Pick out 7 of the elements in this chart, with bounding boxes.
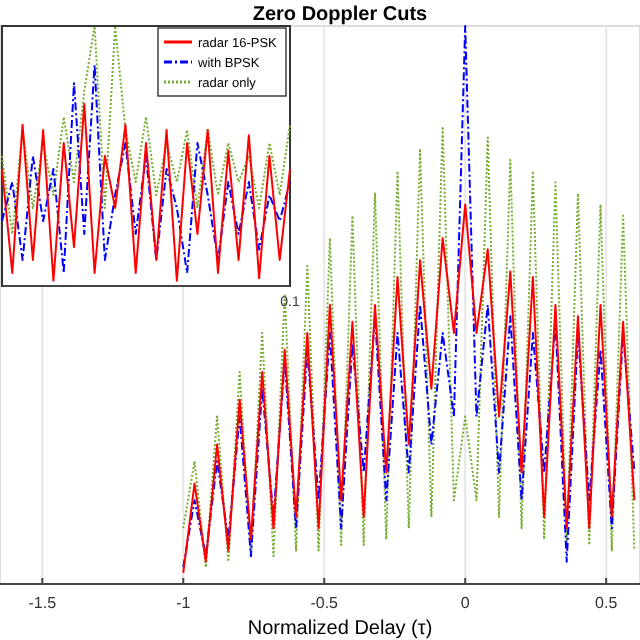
x-tick-label: 0.5 [595,594,619,612]
x-tick-label: -1 [176,594,192,612]
x-axis-title: Normalized Delay (τ) [247,618,433,640]
x-tick-label: -1.5 [28,594,58,612]
x-tick-label: -0.5 [310,594,340,612]
x-tick-label: 0 [460,594,471,612]
chart-title: Zero Doppler Cuts [252,4,429,26]
